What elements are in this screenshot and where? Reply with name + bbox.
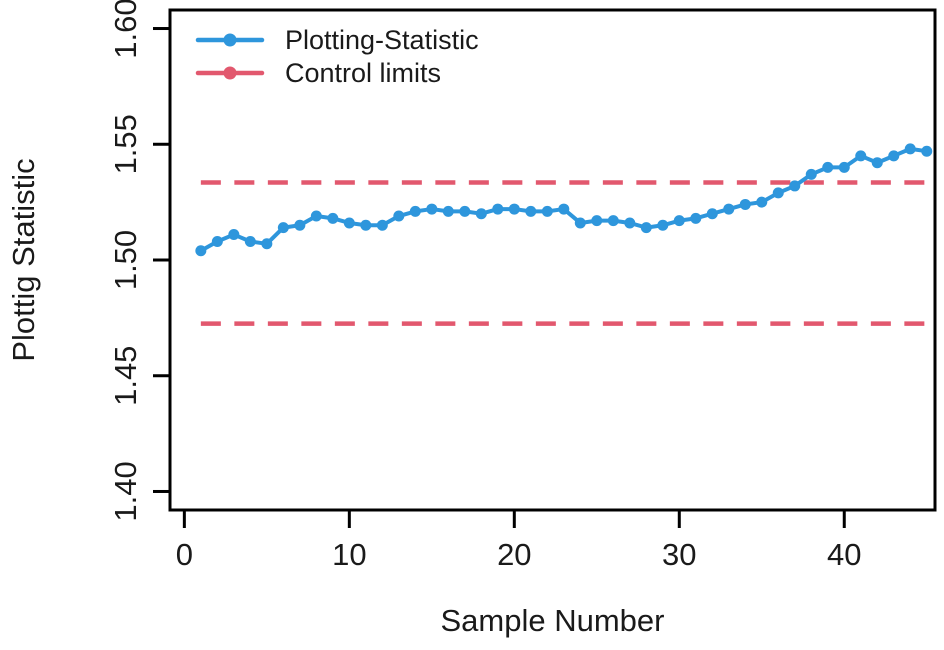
data-point bbox=[244, 235, 256, 247]
data-point bbox=[360, 219, 372, 231]
data-point bbox=[838, 161, 850, 173]
data-point bbox=[591, 215, 603, 227]
y-tick-label: 1.55 bbox=[108, 114, 143, 174]
data-point bbox=[541, 205, 553, 217]
data-point bbox=[739, 198, 751, 210]
x-tick-label: 10 bbox=[332, 537, 366, 572]
data-point bbox=[376, 219, 388, 231]
data-point bbox=[574, 217, 586, 229]
y-tick-label: 1.60 bbox=[108, 0, 143, 59]
legend-label: Plotting-Statistic bbox=[285, 25, 479, 55]
x-tick-label: 20 bbox=[497, 537, 531, 572]
legend-marker bbox=[223, 66, 237, 80]
data-point bbox=[393, 210, 405, 222]
series-line-plotting-statistic bbox=[198, 146, 929, 253]
data-point bbox=[624, 217, 636, 229]
data-point bbox=[921, 145, 933, 157]
data-point bbox=[492, 203, 504, 215]
data-point bbox=[789, 180, 801, 192]
data-point bbox=[195, 245, 207, 257]
y-tick-label: 1.50 bbox=[108, 230, 143, 290]
y-axis-title: Plottig Statistic bbox=[6, 158, 41, 361]
data-point bbox=[310, 210, 322, 222]
data-point bbox=[855, 150, 867, 162]
data-point bbox=[277, 222, 289, 234]
data-point bbox=[871, 157, 883, 169]
data-point bbox=[508, 203, 520, 215]
data-point bbox=[904, 143, 916, 155]
x-axis-title: Sample Number bbox=[441, 603, 665, 638]
data-point bbox=[607, 215, 619, 227]
data-point bbox=[772, 187, 784, 199]
legend-marker bbox=[223, 33, 237, 47]
data-point bbox=[805, 168, 817, 180]
data-point bbox=[706, 208, 718, 220]
data-point bbox=[442, 205, 454, 217]
y-tick-label: 1.45 bbox=[108, 346, 143, 406]
data-point bbox=[294, 219, 306, 231]
x-tick-label: 40 bbox=[827, 537, 861, 572]
data-point bbox=[723, 203, 735, 215]
data-point bbox=[673, 215, 685, 227]
data-point bbox=[261, 238, 273, 250]
data-point bbox=[888, 150, 900, 162]
data-point bbox=[211, 235, 223, 247]
data-point bbox=[426, 203, 438, 215]
data-point bbox=[228, 229, 240, 241]
data-point bbox=[690, 212, 702, 224]
data-point bbox=[640, 222, 652, 234]
data-point bbox=[558, 203, 570, 215]
data-point bbox=[459, 205, 471, 217]
data-point bbox=[657, 219, 669, 231]
data-point bbox=[343, 217, 355, 229]
x-tick-label: 30 bbox=[662, 537, 696, 572]
y-tick-label: 1.40 bbox=[108, 461, 143, 521]
data-point bbox=[327, 212, 339, 224]
data-point bbox=[475, 208, 487, 220]
data-point bbox=[409, 205, 421, 217]
plot-border bbox=[168, 8, 937, 512]
data-point bbox=[822, 161, 834, 173]
data-point bbox=[525, 205, 537, 217]
x-tick-label: 0 bbox=[176, 537, 193, 572]
data-point bbox=[756, 196, 768, 208]
legend-label: Control limits bbox=[285, 58, 441, 88]
